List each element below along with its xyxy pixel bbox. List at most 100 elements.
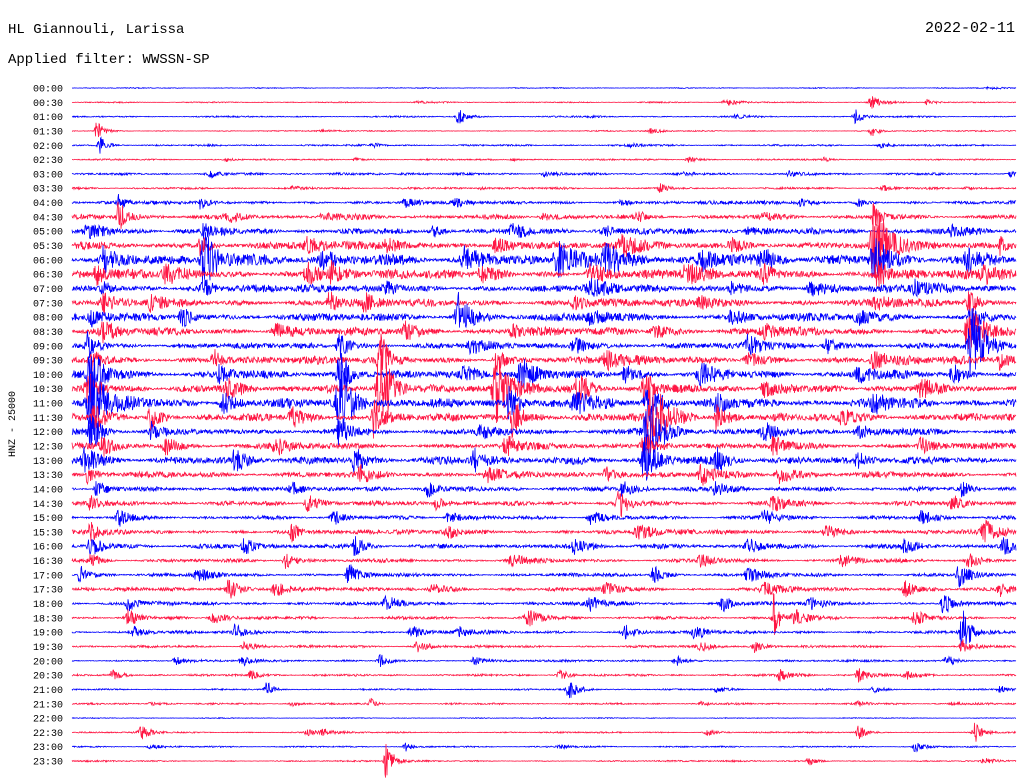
time-label: 03:00 xyxy=(33,170,63,181)
seismic-trace xyxy=(71,509,1017,527)
time-label: 00:30 xyxy=(33,99,63,110)
seismic-trace xyxy=(71,594,1017,614)
filter-value: WWSSN-SP xyxy=(142,52,210,68)
time-label: 10:30 xyxy=(33,385,63,396)
time-label: 05:00 xyxy=(33,228,63,239)
seismic-trace xyxy=(71,722,1017,742)
time-label: 18:30 xyxy=(33,614,63,625)
time-label: 17:30 xyxy=(33,586,63,597)
time-label: 08:00 xyxy=(33,314,63,325)
time-label: 05:30 xyxy=(33,242,63,253)
seismic-trace xyxy=(71,362,1017,446)
seismic-trace xyxy=(71,668,1017,683)
seismic-trace xyxy=(71,201,1017,229)
time-label: 12:00 xyxy=(33,428,63,439)
time-label: 13:30 xyxy=(33,471,63,482)
seismic-trace xyxy=(71,610,1017,647)
seismic-trace xyxy=(71,387,1017,449)
time-label: 09:00 xyxy=(33,342,63,353)
time-label: 12:30 xyxy=(33,443,63,454)
time-label: 11:30 xyxy=(33,414,63,425)
time-label: 06:30 xyxy=(33,271,63,282)
seismic-trace xyxy=(71,639,1017,653)
filter-info: Applied filter: WWSSN-SP xyxy=(8,52,210,68)
time-label: 01:00 xyxy=(33,113,63,124)
seismic-trace xyxy=(71,742,1017,753)
time-label: 01:30 xyxy=(33,128,63,139)
seismic-trace xyxy=(71,434,1017,459)
time-label: 08:30 xyxy=(33,328,63,339)
trace-group xyxy=(71,85,1017,778)
time-label: 03:30 xyxy=(33,185,63,196)
seismic-trace xyxy=(71,96,1017,109)
seismic-trace xyxy=(71,353,1017,401)
seismic-trace xyxy=(71,436,1017,481)
time-label: 02:00 xyxy=(33,142,63,153)
time-label: 19:30 xyxy=(33,643,63,654)
time-label: 14:00 xyxy=(33,486,63,497)
time-label: 21:30 xyxy=(33,700,63,711)
seismic-trace xyxy=(71,579,1017,599)
seismic-trace xyxy=(71,463,1017,486)
seismic-trace xyxy=(71,194,1017,210)
seismic-trace xyxy=(71,310,1017,349)
date-label: 2022-02-11 xyxy=(924,20,1015,37)
seismic-trace xyxy=(71,654,1017,668)
time-label: 23:30 xyxy=(33,758,63,769)
time-label: 18:00 xyxy=(33,600,63,611)
seismic-trace xyxy=(71,122,1017,138)
seismic-trace xyxy=(71,682,1017,699)
seismic-trace xyxy=(71,408,1017,463)
seismic-trace xyxy=(71,85,1017,91)
time-label: 11:00 xyxy=(33,400,63,411)
seismic-trace xyxy=(71,519,1017,543)
seismic-trace xyxy=(71,481,1017,498)
seismic-trace xyxy=(71,223,1017,240)
seismic-trace xyxy=(71,136,1017,154)
seismic-trace xyxy=(71,348,1017,424)
time-label: 00:00 xyxy=(33,85,63,96)
seismic-trace xyxy=(71,170,1017,179)
station-name: HL Giannouli, Larissa xyxy=(8,22,185,38)
time-label: 10:00 xyxy=(33,371,63,382)
time-label: 23:00 xyxy=(33,743,63,754)
time-label: 07:30 xyxy=(33,299,63,310)
time-label: 15:30 xyxy=(33,528,63,539)
time-label: 09:30 xyxy=(33,357,63,368)
time-label: 21:00 xyxy=(33,686,63,697)
time-label: 16:00 xyxy=(33,543,63,554)
time-label: 20:30 xyxy=(33,672,63,683)
time-label: 19:00 xyxy=(33,629,63,640)
seismic-trace xyxy=(71,564,1017,588)
seismic-trace xyxy=(71,109,1017,125)
seismic-trace xyxy=(71,156,1017,163)
time-label: 14:30 xyxy=(33,500,63,511)
seismic-trace xyxy=(71,291,1017,331)
seismic-trace xyxy=(71,232,1017,284)
time-label: 22:00 xyxy=(33,715,63,726)
time-label: 02:30 xyxy=(33,156,63,167)
time-label: 13:00 xyxy=(33,457,63,468)
time-label: 17:00 xyxy=(33,571,63,582)
seismic-trace xyxy=(71,697,1017,708)
time-label: 20:00 xyxy=(33,657,63,668)
filter-label: Applied filter: xyxy=(8,52,135,68)
time-label: 15:00 xyxy=(33,514,63,525)
time-label: 04:30 xyxy=(33,213,63,224)
seismic-trace xyxy=(71,291,1017,314)
time-label: 04:00 xyxy=(33,199,63,210)
seismic-trace xyxy=(71,333,1017,373)
seismic-trace xyxy=(71,592,1017,635)
seismic-trace xyxy=(71,491,1017,518)
time-label: 16:30 xyxy=(33,557,63,568)
seismic-trace xyxy=(71,743,1017,778)
seismic-trace xyxy=(71,183,1017,193)
seismic-trace xyxy=(71,204,1017,281)
seismic-trace xyxy=(71,278,1017,298)
time-label: 22:30 xyxy=(33,729,63,740)
time-label-group: 00:00 00:30 01:00 01:30 02:00 02:30 03:00 03:30… xyxy=(33,85,63,769)
seismic-trace xyxy=(71,716,1017,720)
time-label: 07:00 xyxy=(33,285,63,296)
